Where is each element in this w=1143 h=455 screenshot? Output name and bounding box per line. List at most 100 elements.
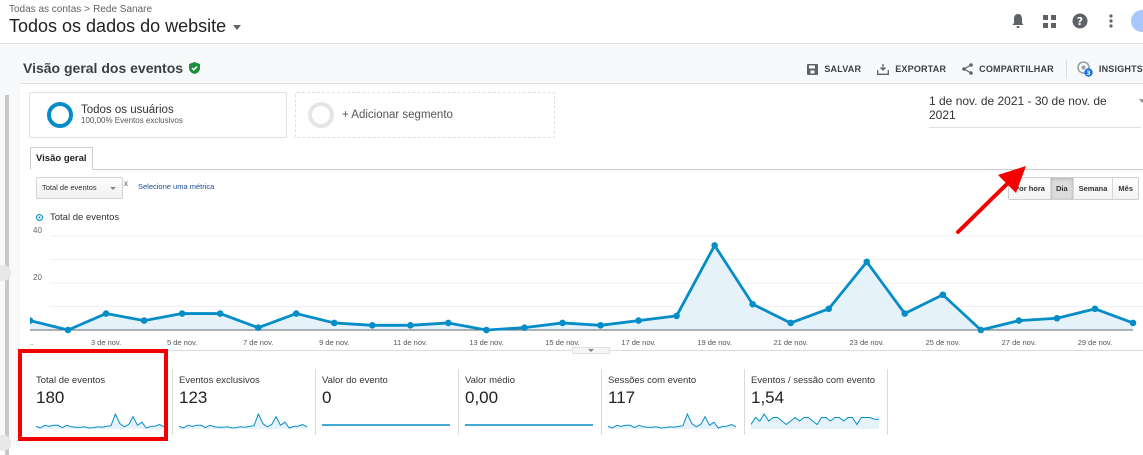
svg-text:19 de nov.: 19 de nov. [697,338,731,347]
svg-text:25 de nov.: 25 de nov. [926,338,960,347]
chevron-down-icon [233,25,242,30]
metric-dropdown[interactable]: Total de eventos [36,177,123,199]
breadcrumb-property[interactable]: Rede Sanare [93,4,153,15]
period-toggle: Por hora Dia Semana Mês [1008,177,1139,200]
tab-visao-geral[interactable]: Visão geral [30,147,93,170]
more-vert-icon[interactable] [1101,11,1121,31]
segment-ring-icon [47,102,73,128]
property-selector[interactable]: Todos os dados do website [9,16,242,37]
metric-dropdown-value: Total de eventos [42,183,97,192]
breadcrumb-account[interactable]: Todas as contas [9,4,82,15]
segment-name: Todos os usuários [81,104,174,116]
save-icon [807,63,819,75]
period-week-button[interactable]: Semana [1073,178,1114,199]
date-range-text: 1 de nov. de 2021 - 30 de nov. de 2021 [929,94,1107,122]
insights-label: INSIGHTS [1098,64,1143,74]
segment-all-users[interactable]: Todos os usuários 100,00% Eventos exclus… [29,92,287,138]
avatar[interactable] [1131,10,1143,32]
sparkline [322,424,450,426]
scorecard-label: Total de eventos [36,375,106,386]
svg-text:27 de nov.: 27 de nov. [1002,338,1036,347]
share-button[interactable]: COMPARTILHAR [962,63,1054,75]
chart-legend: Total de eventos [36,212,119,223]
breadcrumb-separator: > [84,4,91,15]
svg-text:17 de nov.: 17 de nov. [621,338,655,347]
main-content: Visão geral dos eventos SALVAR EXPORTAR … [0,45,1143,455]
line-chart[interactable]: 20 40... 3 de nov. 5 de nov. 7 de nov. 9 de n… [30,226,1143,351]
legend-dot-icon [36,214,43,221]
page-title-text: Visão geral dos eventos [23,60,184,76]
scorecard-value: 0,00 [465,388,499,407]
segment-detail: 100,00% Eventos exclusivos [81,116,183,125]
legend-label: Total de eventos [50,212,120,223]
scorecard[interactable]: Eventos / sessão com evento 1,54 [745,369,888,435]
scorecard-label: Valor do evento [322,375,388,386]
svg-text:29 de nov.: 29 de nov. [1078,338,1112,347]
top-bar: Todas as contas > Rede Sanare Todos os dad… [0,0,1143,44]
add-segment-button[interactable]: + Adicionar segmento [295,92,555,138]
bell-icon[interactable] [1008,11,1028,31]
sparkline [179,413,307,429]
svg-text:21 de nov.: 21 de nov. [773,338,807,347]
chevron-down-icon [110,187,116,190]
help-icon[interactable]: ? [1070,11,1090,31]
date-range-picker[interactable]: 1 de nov. de 2021 - 30 de nov. de 2021 [929,94,1143,128]
scorecard-label: Eventos / sessão com evento [751,375,876,386]
sparkline [608,413,736,429]
scorecard[interactable]: Valor médio 0,00 [459,369,602,435]
gutter-handle [0,435,11,451]
scorecard-value: 123 [179,388,208,407]
svg-text:11 de nov.: 11 de nov. [393,338,427,347]
svg-text:7 de nov.: 7 de nov. [243,338,273,347]
scorecard-value: 1,54 [751,388,785,407]
sparkline [36,413,164,429]
chevron-down-icon [1139,99,1143,103]
svg-text:...: ... [30,338,33,347]
chart-resize-handle[interactable] [572,347,610,354]
scorecard[interactable]: Valor do evento 0 [316,369,459,435]
export-label: EXPORTAR [895,64,947,74]
scorecard-value: 117 [608,388,636,407]
share-icon [962,63,973,75]
report-panel: Todos os usuários 100,00% Eventos exclus… [20,83,1143,449]
insights-icon: 3 [1077,61,1093,77]
select-metric-link[interactable]: Selecione uma métrica [138,182,215,191]
sidebar-scrollbar[interactable] [0,95,11,455]
scorecard-label: Valor médio [465,375,515,386]
period-month-button[interactable]: Mês [1113,178,1138,199]
insights-button[interactable]: 3 INSIGHTS [1077,61,1143,77]
svg-text:15 de nov.: 15 de nov. [545,338,579,347]
sparkline [465,424,593,426]
scorecard[interactable]: Sessões com evento 117 [602,369,745,435]
scorecard-label: Sessões com evento [608,375,697,386]
svg-text:5 de nov.: 5 de nov. [167,338,197,347]
property-title: Todos os dados do website [9,16,227,36]
remove-metric-button[interactable]: x [124,179,128,188]
scorecard-value: 180 [36,388,65,407]
save-button[interactable]: SALVAR [807,63,861,75]
scorecards: Total de eventos 180 Eventos exclusivos 123… [30,369,888,435]
segment-empty-ring-icon [308,102,334,128]
divider [1065,60,1067,78]
period-day-button[interactable]: Dia [1050,178,1074,199]
breadcrumb: Todas as contas > Rede Sanare [9,4,152,15]
export-button[interactable]: EXPORTAR [877,63,947,75]
scorecard-value: 0 [322,388,332,407]
report-tabs: Visão geral [30,147,1143,170]
svg-text:3 de nov.: 3 de nov. [91,338,121,347]
svg-text:9 de nov.: 9 de nov. [319,338,349,347]
svg-text:13 de nov.: 13 de nov. [469,338,503,347]
sparkline [751,413,879,429]
svg-text:3: 3 [1086,70,1090,77]
scorecard[interactable]: Total de eventos 180 [30,369,173,435]
period-hour-button[interactable]: Por hora [1009,178,1051,199]
download-icon [877,63,890,75]
svg-text:20: 20 [33,273,42,282]
apps-grid-icon[interactable] [1039,11,1059,31]
scorecard[interactable]: Eventos exclusivos 123 [173,369,316,435]
gutter-handle [0,265,11,281]
svg-text:23 de nov.: 23 de nov. [850,338,884,347]
add-segment-label: + Adicionar segmento [342,109,453,121]
page-title: Visão geral dos eventos [23,60,201,76]
scorecard-label: Eventos exclusivos [179,375,260,386]
